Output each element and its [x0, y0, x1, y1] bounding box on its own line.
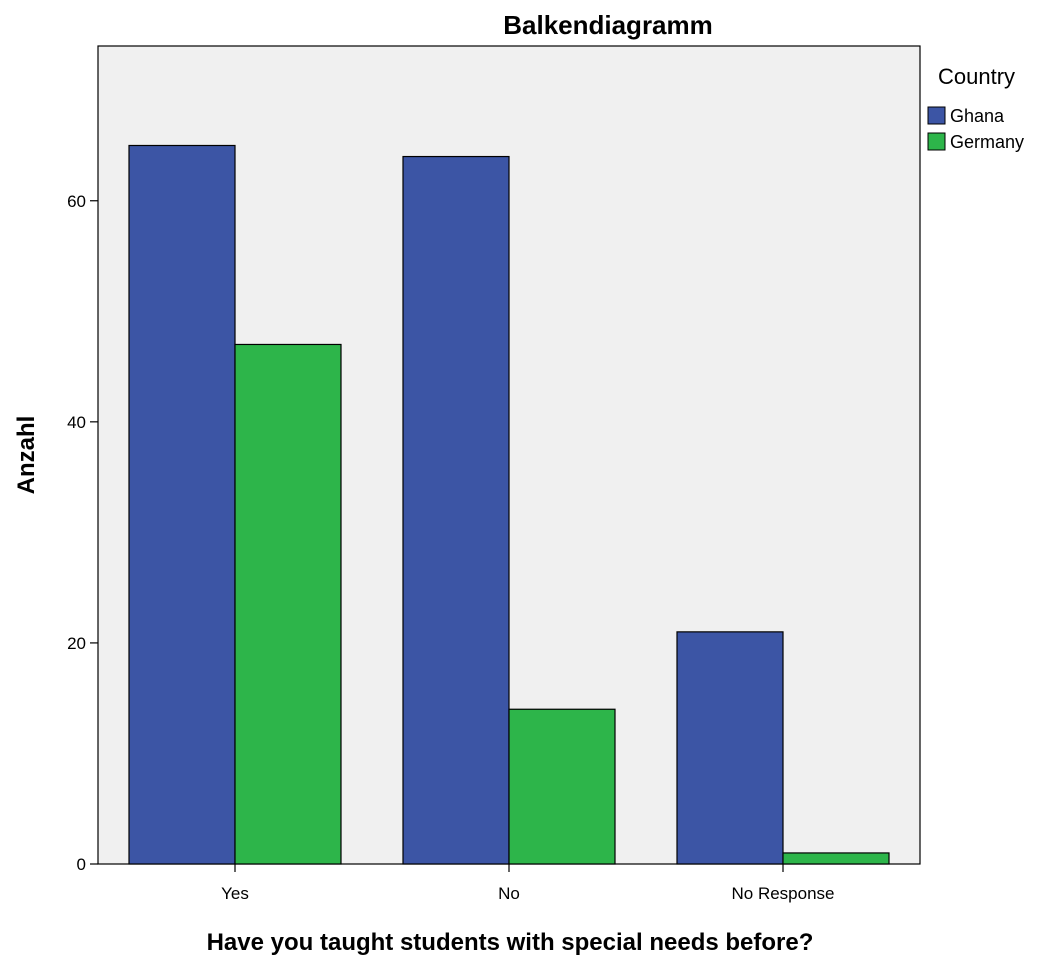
x-tick-label: No	[498, 884, 520, 903]
bar-germany-no	[508, 708, 616, 865]
legend-swatch-germany	[927, 132, 946, 151]
y-tick-label: 60	[67, 192, 86, 211]
x-tick-label: No Response	[731, 884, 834, 903]
legend-title: Country	[938, 64, 1015, 89]
y-axis-title: Anzahl	[13, 416, 40, 495]
y-tick-label: 40	[67, 413, 86, 432]
x-axis: Yes No No Response	[221, 864, 835, 903]
x-axis-title: Have you taught students with special ne…	[207, 929, 814, 956]
bar-ghana-no	[402, 155, 510, 865]
bar-germany-no-response	[782, 852, 890, 865]
legend-label-ghana: Ghana	[950, 106, 1005, 126]
bars-group	[128, 144, 890, 865]
y-tick-label: 0	[77, 855, 86, 874]
y-axis: 0 20 40 60	[67, 192, 98, 874]
legend-label-germany: Germany	[950, 132, 1024, 152]
x-tick-label: Yes	[221, 884, 249, 903]
bar-ghana-no-response	[676, 631, 784, 865]
legend-items: Ghana Germany	[927, 106, 1024, 152]
y-tick-label: 20	[67, 634, 86, 653]
bar-germany-yes	[234, 343, 342, 865]
legend-swatch-ghana	[927, 106, 946, 125]
bar-ghana-yes	[128, 144, 236, 865]
legend: Country Ghana Germany	[927, 64, 1024, 152]
chart-title: Balkendiagramm	[503, 10, 713, 40]
